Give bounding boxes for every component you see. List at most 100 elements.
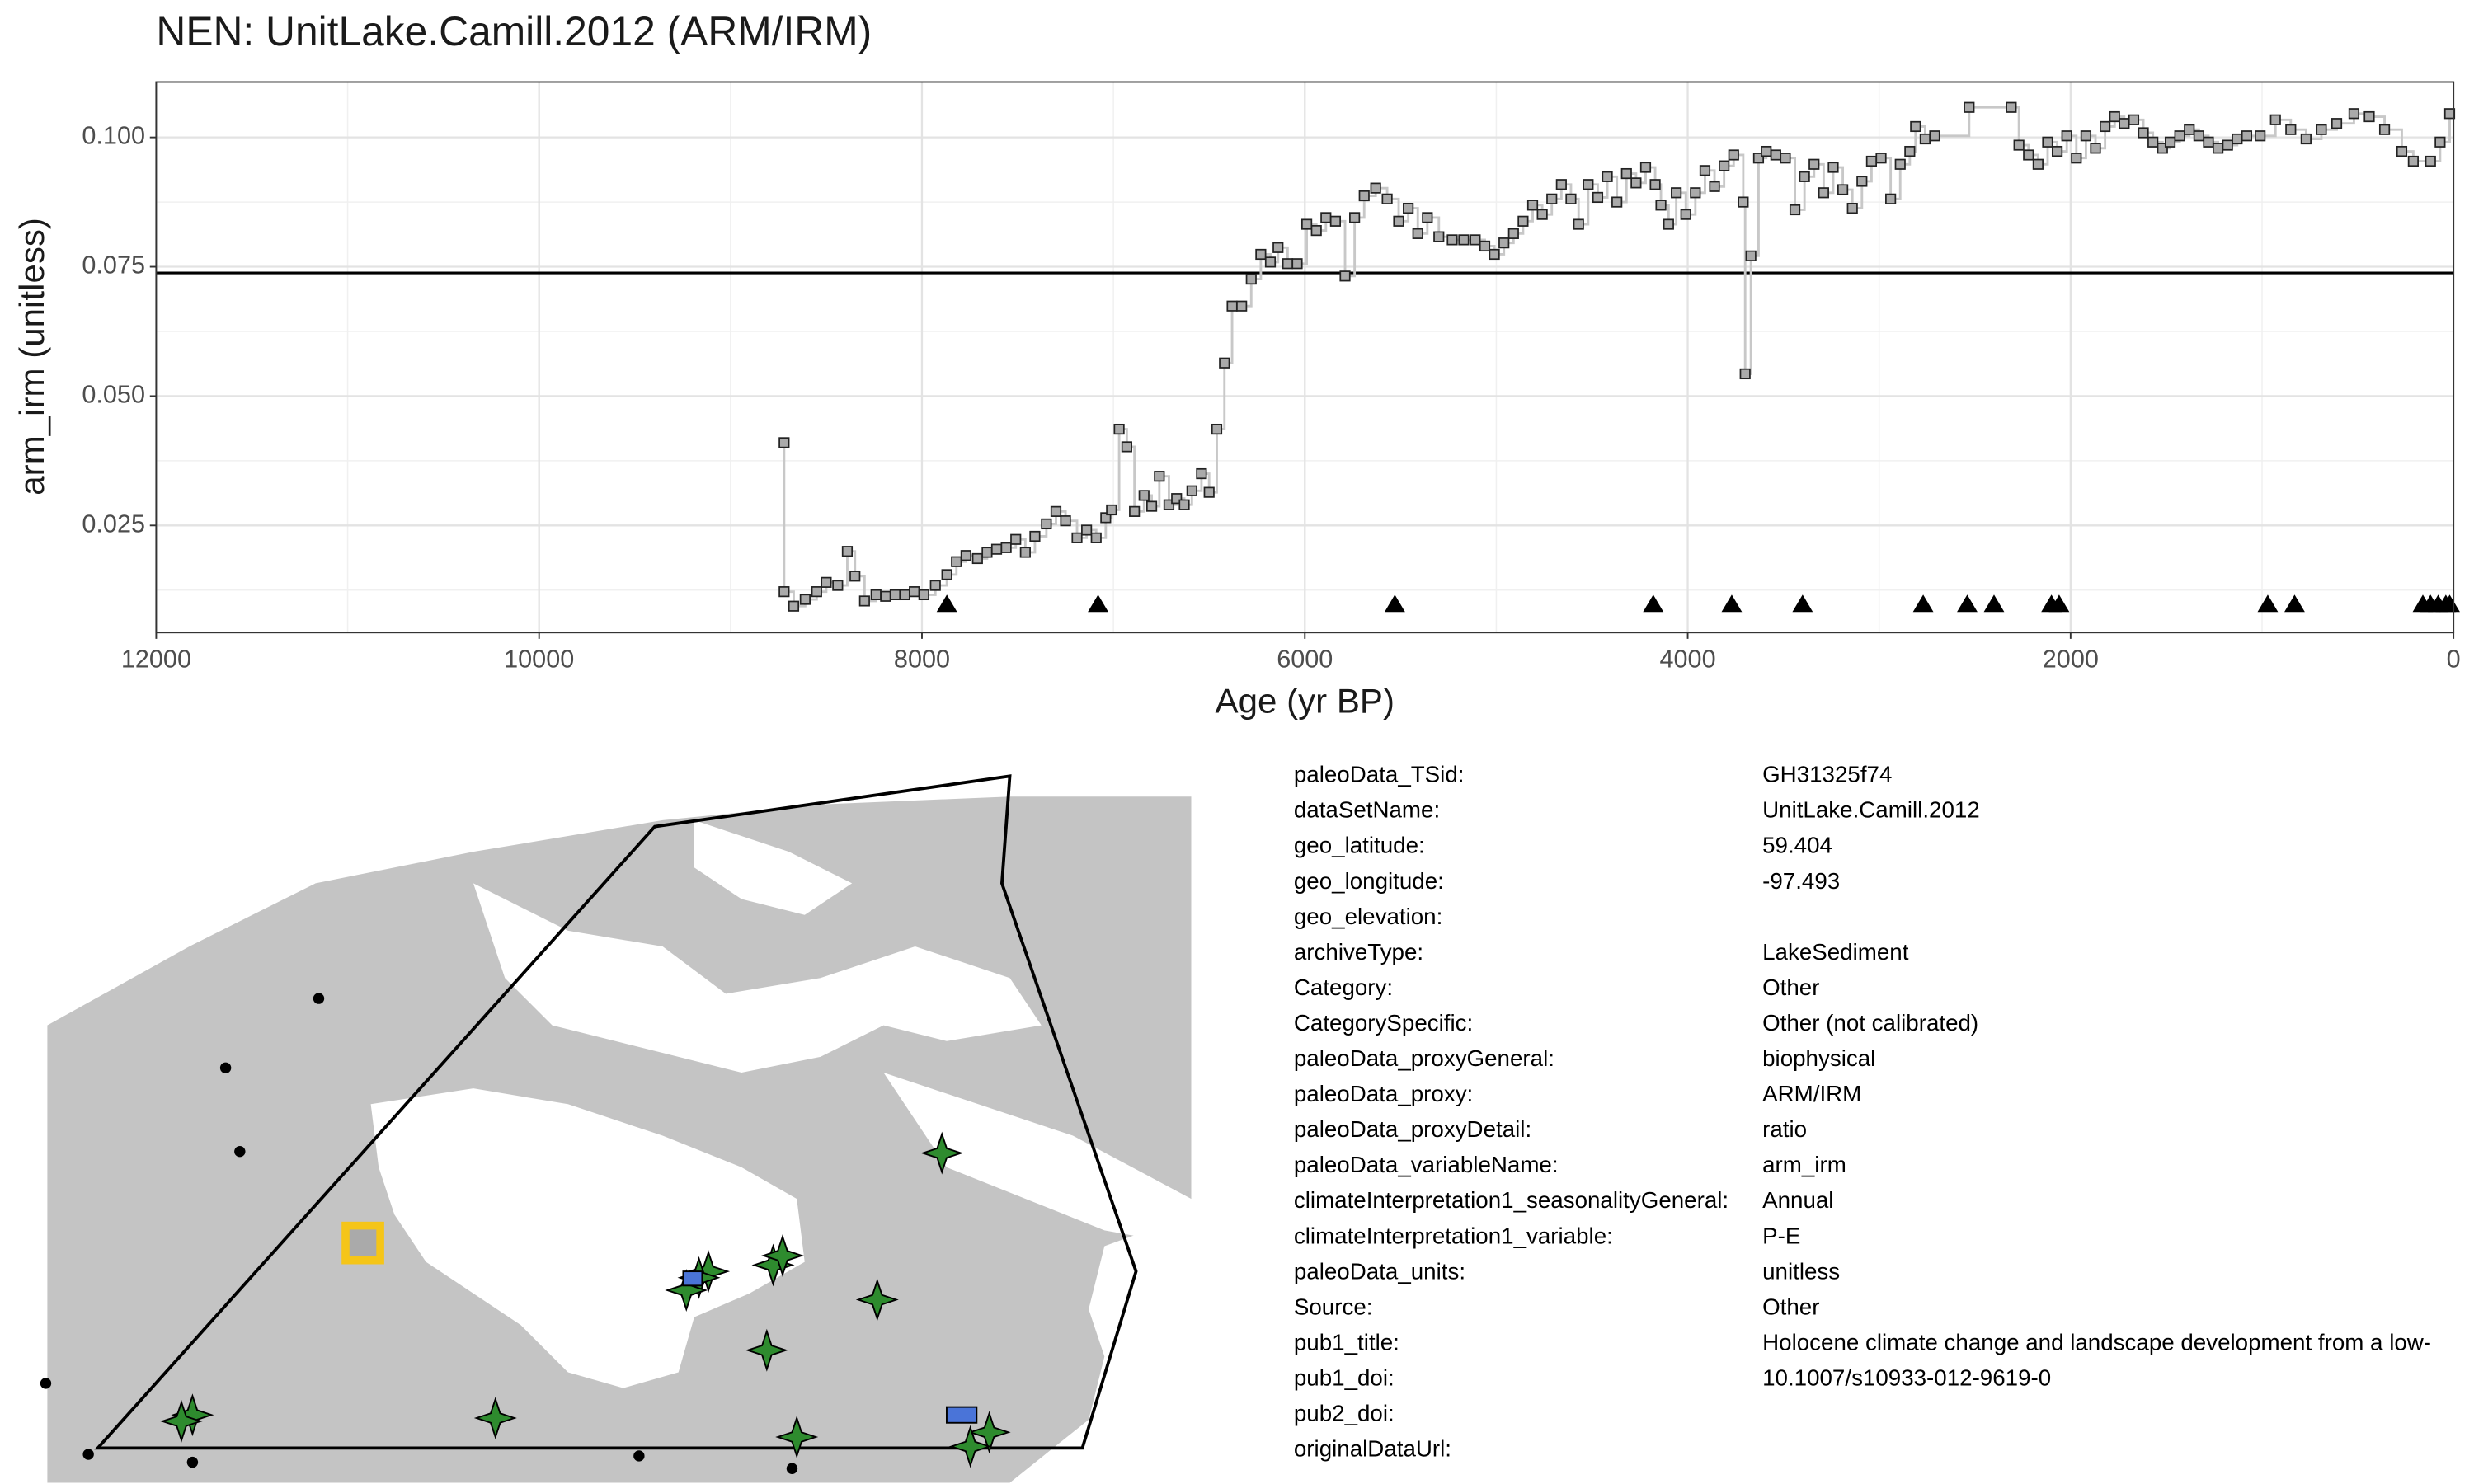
data-point — [1919, 133, 1931, 145]
data-point — [1106, 504, 1117, 516]
data-point — [2193, 130, 2204, 142]
plot-border — [155, 81, 2455, 634]
data-point — [1789, 204, 1801, 216]
data-point — [2285, 124, 2297, 135]
data-point — [1799, 171, 1810, 182]
x-tick-label: 2000 — [2043, 646, 2099, 674]
metadata-value: P-E — [1762, 1223, 1800, 1248]
data-point — [1546, 193, 1558, 204]
data-point — [1081, 524, 1093, 536]
data-point — [2164, 136, 2176, 148]
chron-marker — [1721, 594, 1743, 613]
data-point — [1320, 212, 1332, 223]
region-outline — [94, 774, 1138, 1450]
metadata-value: LakeSediment — [1762, 939, 1909, 965]
data-point — [2222, 139, 2233, 151]
data-point — [1154, 471, 1165, 482]
data-point — [909, 586, 920, 598]
chron-marker — [1912, 594, 1934, 613]
data-point — [1300, 218, 1313, 230]
data-point — [2425, 155, 2436, 167]
metadata-key: CategorySpecific: — [1294, 1010, 1473, 1036]
data-point — [1837, 184, 1849, 195]
chron-marker — [2048, 594, 2070, 613]
metadata-key: Source: — [1294, 1294, 1373, 1319]
data-point — [1846, 203, 1858, 214]
data-point — [2051, 145, 2063, 157]
data-point — [1470, 234, 1481, 246]
y-tick-label: 0.075 — [82, 251, 145, 279]
data-point — [1639, 162, 1652, 173]
metadata-value: arm_irm — [1762, 1152, 1846, 1177]
chart-title: NEN: UnitLake.Camill.2012 (ARM/IRM) — [156, 8, 872, 54]
data-point — [1517, 215, 1529, 227]
y-axis-label: arm_irm (unitless) — [12, 218, 51, 495]
data-point — [1680, 209, 1691, 220]
data-point — [2232, 133, 2243, 145]
data-point — [811, 586, 822, 598]
metadata-key: geo_elevation: — [1294, 904, 1442, 929]
metadata-key: archiveType: — [1294, 939, 1423, 965]
data-point — [2348, 108, 2360, 120]
chron-marker — [1088, 594, 1108, 613]
data-point — [2300, 133, 2312, 145]
metadata-key: geo_longitude: — [1294, 868, 1444, 894]
metadata-key: dataSetName: — [1294, 797, 1440, 823]
data-point — [1029, 530, 1041, 542]
data-point — [2032, 158, 2044, 170]
data-point — [1875, 153, 1887, 164]
data-point — [1393, 215, 1404, 227]
data-point — [2023, 149, 2034, 161]
data-point — [1339, 270, 1351, 282]
data-point — [1211, 423, 1223, 435]
data-point — [2119, 118, 2130, 129]
data-point — [1329, 215, 1342, 227]
data-point — [918, 589, 929, 601]
data-point — [2080, 130, 2092, 142]
data-point — [1565, 193, 1577, 204]
data-point — [2212, 143, 2224, 154]
plot-area: 12000 10000 8000 6000 4000 2000 0 0.025 0.050 0.0… — [82, 81, 2461, 674]
x-tick-label: 10000 — [504, 646, 574, 674]
metadata-key: pub1_doi: — [1294, 1364, 1395, 1390]
data-point — [1663, 218, 1674, 230]
metadata-table: paleoData_TSid: GH31325f74 dataSetName: Uni… — [1294, 762, 2431, 1462]
data-point — [1433, 231, 1445, 242]
ocean — [1009, 1388, 1192, 1483]
data-point — [1583, 179, 1594, 190]
data-point — [1904, 145, 1916, 157]
data-point — [2061, 130, 2072, 142]
data-point — [1894, 158, 1906, 170]
metadata-value: 59.404 — [1762, 833, 1832, 858]
data-point — [1171, 493, 1183, 505]
data-point — [1780, 153, 1791, 164]
data-point — [832, 580, 844, 591]
data-point — [1498, 237, 1510, 249]
data-point — [1245, 273, 1257, 285]
data-point — [1113, 423, 1125, 435]
data-point — [1526, 200, 1539, 211]
data-point — [1808, 158, 1820, 170]
metadata-value: Annual — [1762, 1187, 1833, 1213]
data-point — [1000, 542, 1012, 553]
selected-site — [341, 1221, 384, 1265]
data-point — [2203, 136, 2214, 148]
data-point — [1138, 490, 1150, 501]
metadata-value: Other (not calibrated) — [1762, 1010, 1978, 1036]
chron-marker — [2439, 594, 2460, 613]
metadata-key: pub2_doi: — [1294, 1401, 1395, 1426]
chron-marker — [1983, 594, 2005, 613]
data-point — [2184, 124, 2195, 135]
y-tick-label: 0.100 — [82, 122, 145, 150]
chron-marker — [936, 594, 957, 613]
data-point — [1728, 149, 1739, 161]
data-point — [1655, 200, 1667, 211]
data-point — [1219, 357, 1230, 369]
data-point — [1489, 248, 1500, 261]
data-point — [1129, 505, 1141, 517]
chron-marker — [2257, 594, 2279, 613]
data-point — [1856, 176, 1868, 187]
data-point — [2269, 114, 2281, 125]
data-point — [1885, 193, 1897, 204]
